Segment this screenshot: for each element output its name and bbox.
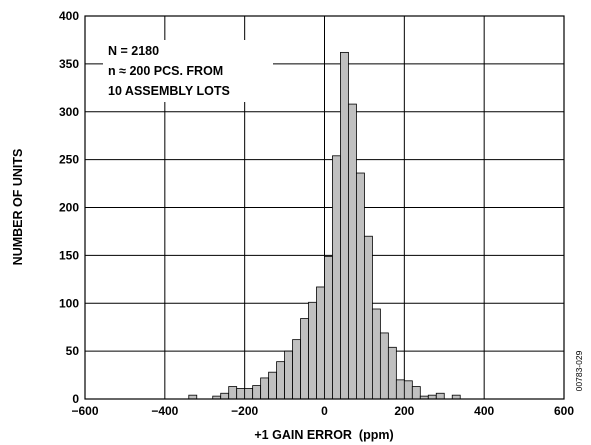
histogram-bar [276,361,285,400]
x-tick-label: −600 [71,404,98,418]
x-tick-label: 400 [474,404,494,418]
histogram-bar [324,255,333,400]
histogram-bar [292,339,301,400]
y-tick-label: 200 [59,201,79,215]
histogram-bar [348,103,357,400]
histogram-bar [364,235,373,400]
plot-frame [84,15,565,400]
histogram-bar [244,388,254,400]
y-tick-label: 400 [59,9,79,23]
histogram-bar [260,377,270,400]
histogram-bar [284,350,293,400]
histogram-bar [411,386,421,400]
histogram-bar [300,318,309,400]
x-tick-label: −200 [231,404,258,418]
y-tick-label: 0 [72,392,79,406]
histogram-bar [308,301,317,400]
x-axis-label: +1 GAIN ERROR (ppm) [254,428,393,442]
histogram-bar [252,385,262,400]
histogram-bar [332,155,341,400]
histogram-bar [379,332,389,400]
histogram-bar [228,386,238,400]
y-tick-label: 350 [59,57,79,71]
y-tick-label: 100 [59,296,79,310]
histogram-bar [371,308,381,400]
annotation-line-2: n ≈ 200 PCS. FROM [108,64,223,78]
y-axis-label: NUMBER OF UNITS [11,149,25,266]
histogram-bar [316,286,325,400]
histogram-bar [403,380,413,400]
histogram-bar [340,51,349,400]
histogram-bar [435,392,445,400]
x-tick-label: 600 [554,404,574,418]
histogram-bars [188,51,461,400]
annotation-line-1: N = 2180 [108,44,159,58]
grid-lines [84,15,565,400]
histogram-bar [395,379,405,400]
tick-labels: −600 −400 −200 0 200 400 600 0 50 100 150 200 250 300… [59,9,574,418]
x-tick-label: 200 [394,404,414,418]
x-tick-label: −400 [151,404,178,418]
histogram-bar [356,172,365,400]
annotation-background [103,40,273,102]
annotation-line-3: 10 ASSEMBLY LOTS [108,84,230,98]
x-tick-label: 0 [321,404,328,418]
histogram-bar [236,388,246,400]
y-tick-label: 300 [59,105,79,119]
histogram-bar [268,371,278,400]
histogram-bar [220,392,230,400]
y-tick-label: 150 [59,248,79,262]
histogram-bar [387,346,397,400]
y-tick-label: 250 [59,153,79,167]
figure-id: 00783-029 [574,350,584,391]
y-tick-label: 50 [66,344,80,358]
